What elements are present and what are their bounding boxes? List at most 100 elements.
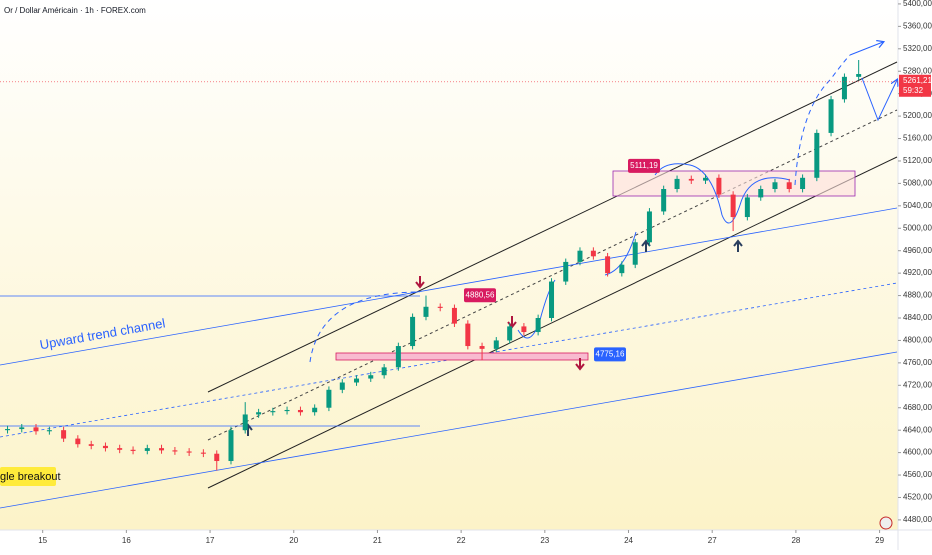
candle-body [479, 346, 485, 349]
y-tick-label: 4840,00 [903, 313, 932, 322]
candle-body [46, 430, 52, 432]
candle-body [354, 378, 360, 383]
drawings [0, 42, 897, 509]
candle-body [674, 178, 680, 190]
candle-body [437, 306, 443, 308]
candle-body [33, 427, 39, 432]
flag-icon[interactable] [879, 516, 893, 530]
candle-body [744, 197, 750, 218]
last-price-label: 5261,21 [903, 76, 932, 85]
x-tick-label: 21 [373, 536, 382, 545]
y-tick-label: 4520,00 [903, 493, 932, 502]
y-tick-label: 4480,00 [903, 515, 932, 524]
annotation-box [0, 467, 56, 486]
candle-body [841, 76, 847, 100]
candle-body [465, 323, 471, 347]
candle-body [758, 189, 764, 198]
candle-body [368, 375, 374, 379]
candle-body [19, 427, 25, 430]
candle-body [423, 306, 429, 317]
y-tick-label: 5160,00 [903, 134, 932, 143]
candle-body [521, 326, 527, 333]
price-tag [464, 288, 496, 303]
candle-body [61, 430, 67, 439]
y-tick-label: 5080,00 [903, 179, 932, 188]
candle-body [284, 409, 290, 412]
chart-title: Or / Dollar Américain · 1h · FOREX.com [4, 6, 146, 15]
candle-body [549, 281, 555, 318]
y-tick-label: 4880,00 [903, 291, 932, 300]
x-tick-label: 23 [540, 536, 549, 545]
candle-body [186, 451, 192, 453]
candle-body [242, 414, 248, 431]
y-tick-label: 4720,00 [903, 380, 932, 389]
x-tick-label: 20 [289, 536, 298, 545]
x-tick-label: 29 [875, 536, 884, 545]
candle-body [507, 326, 513, 341]
candle-body [716, 177, 722, 195]
last-price-timer: 59:32 [903, 86, 924, 95]
candle-body [856, 74, 862, 77]
candle-body [605, 256, 611, 274]
candle-body [228, 430, 234, 462]
y-tick-label: 5000,00 [903, 223, 932, 232]
price-tag-label: 4880,56 [466, 290, 495, 299]
y-tick-label: 4640,00 [903, 425, 932, 434]
candle-body [256, 412, 262, 415]
candle-body [800, 177, 806, 190]
x-tick-label: 15 [38, 536, 47, 545]
candle-body [102, 445, 108, 449]
y-tick-label: 4800,00 [903, 336, 932, 345]
y-tick-label: 4960,00 [903, 246, 932, 255]
candle-body [5, 429, 11, 431]
candle-body [619, 264, 625, 274]
candle-body [493, 340, 499, 349]
candle-body [814, 132, 820, 178]
candle-body [395, 346, 401, 368]
candle-body [200, 452, 206, 454]
x-tick-label: 17 [206, 536, 215, 545]
price-tag [594, 347, 626, 362]
candle-body [75, 438, 81, 445]
candle-body [828, 99, 834, 133]
price-tag-label: 5111,19 [630, 161, 658, 170]
candle-body [661, 189, 667, 212]
candle-body [270, 411, 276, 413]
candle-body [563, 261, 569, 282]
candle-body [646, 211, 652, 243]
price-tag [628, 158, 660, 173]
candle-body [88, 444, 94, 446]
y-tick-label: 5200,00 [903, 111, 932, 120]
x-tick-label: 22 [457, 536, 466, 545]
x-tick-label: 27 [708, 536, 717, 545]
candle-body [410, 316, 416, 347]
candle-body [144, 448, 150, 451]
price-tag-label: 4775,16 [596, 349, 625, 358]
y-tick-label: 4680,00 [903, 403, 932, 412]
y-tick-label: 5400,00 [903, 0, 932, 8]
candle-body [688, 178, 694, 181]
y-tick-label: 4560,00 [903, 470, 932, 479]
candle-body [214, 453, 220, 462]
plot-background [0, 0, 898, 530]
candle-body [632, 242, 638, 265]
candle-body [703, 177, 709, 181]
y-tick-label: 5280,00 [903, 66, 932, 75]
candle-body [172, 450, 178, 452]
candle-body [381, 367, 387, 376]
candle-body [159, 448, 165, 451]
candle-body [730, 194, 736, 218]
x-tick-label: 24 [624, 536, 633, 545]
candle-body [786, 182, 792, 190]
candle-body [297, 409, 303, 413]
candle-body [451, 307, 457, 324]
x-tick-label: 16 [122, 536, 131, 545]
y-tick-label: 5040,00 [903, 201, 932, 210]
candle-body [326, 389, 332, 408]
candle-body [590, 250, 596, 257]
candle-body [117, 448, 123, 450]
x-tick-label: 28 [791, 536, 800, 545]
y-tick-label: 4600,00 [903, 448, 932, 457]
y-tick-label: 4760,00 [903, 358, 932, 367]
